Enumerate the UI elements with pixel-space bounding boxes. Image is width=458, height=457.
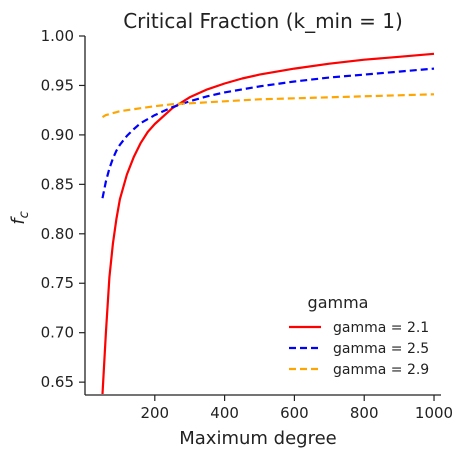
series-line-1 <box>101 52 435 395</box>
y-tick-label: 0.65 <box>41 373 74 391</box>
y-axis-label: fc <box>8 211 32 225</box>
legend: gamma gamma = 2.1 gamma = 2.5 gamma = 2.9 <box>289 293 429 378</box>
chart-title: Critical Fraction (k_min = 1) <box>123 9 403 33</box>
x-tick-label: 200 <box>140 404 169 422</box>
legend-label-3: gamma = 2.9 <box>333 362 429 378</box>
y-tick-label: 0.90 <box>41 126 74 144</box>
y-tick-label: 0.95 <box>41 76 74 94</box>
x-tick-label: 1000 <box>415 404 453 422</box>
y-tick-label: 0.70 <box>41 324 74 342</box>
y-tick-label: 0.80 <box>41 225 74 243</box>
x-axis-label: Maximum degree <box>179 428 337 449</box>
x-tick-label: 600 <box>280 404 309 422</box>
series-line-3 <box>101 93 435 119</box>
legend-label-1: gamma = 2.1 <box>333 320 429 336</box>
x-tick-label: 800 <box>350 404 379 422</box>
y-tick-label: 0.75 <box>41 274 74 292</box>
legend-label-2: gamma = 2.5 <box>333 341 429 357</box>
y-tick-label: 1.00 <box>41 27 74 45</box>
x-axis-ticks: 200 400 600 800 1000 <box>140 395 453 422</box>
y-axis-ticks: 0.65 0.70 0.75 0.80 0.85 0.90 0.95 1.00 <box>41 27 85 391</box>
plot-area <box>101 52 435 395</box>
legend-title: gamma <box>308 293 369 312</box>
y-axis-label-main: f <box>8 216 29 225</box>
y-tick-label: 0.85 <box>41 175 74 193</box>
y-axis-label-sub: c <box>17 211 32 218</box>
x-tick-label: 400 <box>210 404 239 422</box>
series-line-2 <box>101 67 435 199</box>
